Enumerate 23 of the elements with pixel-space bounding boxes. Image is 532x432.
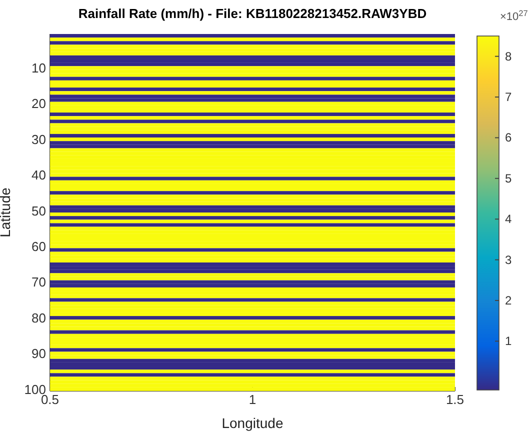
x-axis-title: Longitude (222, 415, 284, 431)
color-bar-label: 8 (505, 49, 512, 64)
color-bar-label: 2 (505, 293, 512, 308)
y-tick-label: 50 (32, 203, 46, 218)
color-bar-label: 5 (505, 171, 512, 186)
y-tick-label: 20 (32, 96, 46, 112)
color-bar-label: 1 (505, 334, 512, 348)
y-tick-label: 80 (32, 310, 46, 326)
y-tick-label: 90 (32, 346, 46, 362)
x-tick-label: 1 (248, 392, 256, 408)
y-axis-title: Latitude (0, 187, 13, 238)
color-bar-label: 6 (505, 130, 512, 145)
color-bar-label: 4 (505, 212, 512, 226)
y-tick-label: 60 (32, 239, 46, 254)
y-tick-label: 30 (32, 132, 46, 147)
color-bar-label: 3 (505, 252, 512, 267)
text: ×10$^{27}$ (500, 8, 528, 23)
y-tick-label: 40 (32, 168, 46, 183)
y-tick-label: 10 (32, 60, 46, 76)
y-tick-label: 70 (32, 274, 46, 290)
color-bar-label: 7 (505, 90, 512, 104)
x-tick-label: 1.5 (446, 392, 464, 408)
chart-title: Rainfall Rate (mm/h) - File: KB1180228213452.RAW3YBD (78, 6, 427, 21)
